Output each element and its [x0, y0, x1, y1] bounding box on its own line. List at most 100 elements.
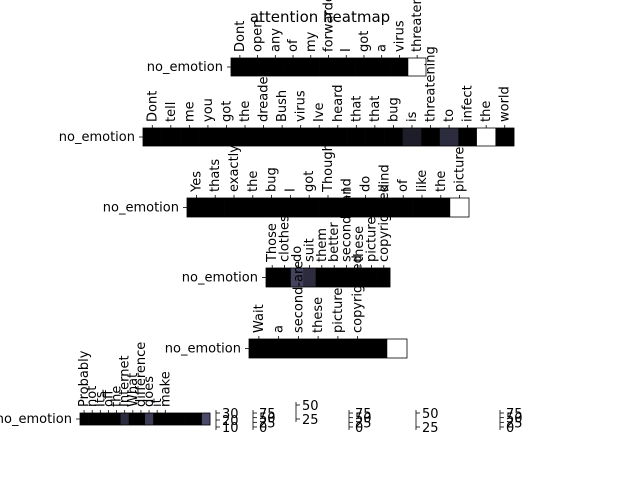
colorbar-tick-label: 0: [355, 421, 363, 436]
heat-cell: [319, 198, 338, 217]
heat-cell: [347, 128, 366, 146]
token-label: the: [246, 171, 261, 192]
colorbar-tick-label: 25: [422, 421, 439, 436]
token-label: threatening: [424, 46, 439, 122]
token-label: exactly: [227, 145, 242, 192]
colorbar-tick-label: 10: [222, 421, 239, 436]
token-label: do: [359, 176, 374, 192]
heat-cell: [249, 339, 269, 358]
token-label: virus: [294, 90, 309, 122]
heat-cell: [202, 413, 210, 425]
token-label: infect: [461, 85, 476, 122]
heat-cell: [316, 268, 329, 287]
heat-cell: [178, 413, 186, 425]
token-label: got: [302, 171, 317, 192]
token-label: Though: [321, 143, 336, 193]
heat-cell: [348, 339, 368, 358]
token-label: you: [201, 98, 216, 122]
colorbar-tick-label: 25: [302, 413, 319, 428]
row-label: no_emotion: [147, 60, 223, 75]
token-label: got: [357, 31, 372, 52]
heat-cell: [217, 128, 236, 146]
heat-cell: [206, 198, 225, 217]
token-label: these: [311, 297, 326, 333]
heat-cell: [391, 58, 409, 76]
heat-cell: [243, 198, 262, 217]
token-label: threatening: [410, 0, 425, 52]
heat-cell: [143, 128, 162, 146]
token-label: Wait: [252, 304, 267, 333]
heat-cell: [180, 128, 199, 146]
heat-cell: [129, 413, 137, 425]
heat-cell: [80, 413, 88, 425]
token-label: the: [238, 101, 253, 122]
heat-cell: [254, 128, 273, 146]
token-label: to: [442, 109, 457, 122]
heat-cell: [431, 198, 450, 217]
colorbar-tick-label: 50: [302, 399, 319, 414]
token-label: forwarded: [322, 0, 337, 52]
heat-cell: [231, 58, 249, 76]
heat-cell: [284, 58, 302, 76]
token-label: tell: [164, 102, 179, 122]
heat-cell: [337, 58, 355, 76]
heat-cell: [368, 339, 388, 358]
heat-cell: [187, 198, 206, 217]
token-label: heard: [331, 84, 346, 122]
token-label: me: [182, 101, 197, 122]
heat-cell: [262, 198, 281, 217]
token-label: virus: [392, 20, 407, 52]
heat-cell: [266, 268, 279, 287]
token-label: Dont: [145, 91, 160, 122]
token-label: I: [283, 188, 298, 192]
heat-cell: [387, 339, 407, 358]
token-label: I: [339, 48, 354, 52]
token-label: Yes: [189, 171, 204, 193]
heat-cell: [413, 198, 432, 217]
heat-cell: [161, 413, 169, 425]
row-label: no_emotion: [59, 130, 135, 145]
heat-cell: [308, 339, 328, 358]
heat-cell: [137, 413, 145, 425]
heat-cell: [302, 58, 320, 76]
heat-cell: [153, 413, 161, 425]
colorbar-tick-label: 0: [259, 421, 267, 436]
token-label: the: [434, 171, 449, 192]
heat-cell: [145, 413, 153, 425]
token-label: any: [268, 28, 283, 52]
token-label: Dont: [233, 21, 248, 52]
token-label: second-are: [291, 261, 306, 333]
row-label: no_emotion: [182, 271, 258, 286]
heat-cell: [269, 339, 289, 358]
token-label: pictures: [331, 281, 346, 333]
heat-cell: [477, 128, 496, 146]
heat-cell: [458, 128, 477, 146]
token-label: open: [251, 20, 266, 52]
token-label: dreaded: [257, 68, 272, 122]
chart-title: attention heatmap: [250, 8, 390, 26]
heat-cell: [225, 198, 244, 217]
token-label: thats: [208, 159, 223, 192]
token-label: bug: [265, 167, 280, 192]
row-label: no_emotion: [0, 412, 72, 427]
heat-cell: [384, 128, 403, 146]
token-label: that: [368, 96, 383, 122]
heat-cell: [278, 268, 291, 287]
row-label: no_emotion: [165, 342, 241, 357]
token-label: bug: [386, 97, 401, 122]
heat-cell: [291, 128, 310, 146]
token-label: Ive: [312, 102, 327, 122]
heat-cell: [421, 128, 440, 146]
token-label: world: [498, 86, 513, 122]
token-label: like: [415, 170, 430, 192]
colorbar-tick-label: 50: [422, 407, 439, 422]
token-label: Bush: [275, 90, 290, 122]
heat-cell: [378, 268, 391, 287]
heat-cell: [394, 198, 413, 217]
heat-cell: [320, 58, 338, 76]
heat-cell: [104, 413, 112, 425]
